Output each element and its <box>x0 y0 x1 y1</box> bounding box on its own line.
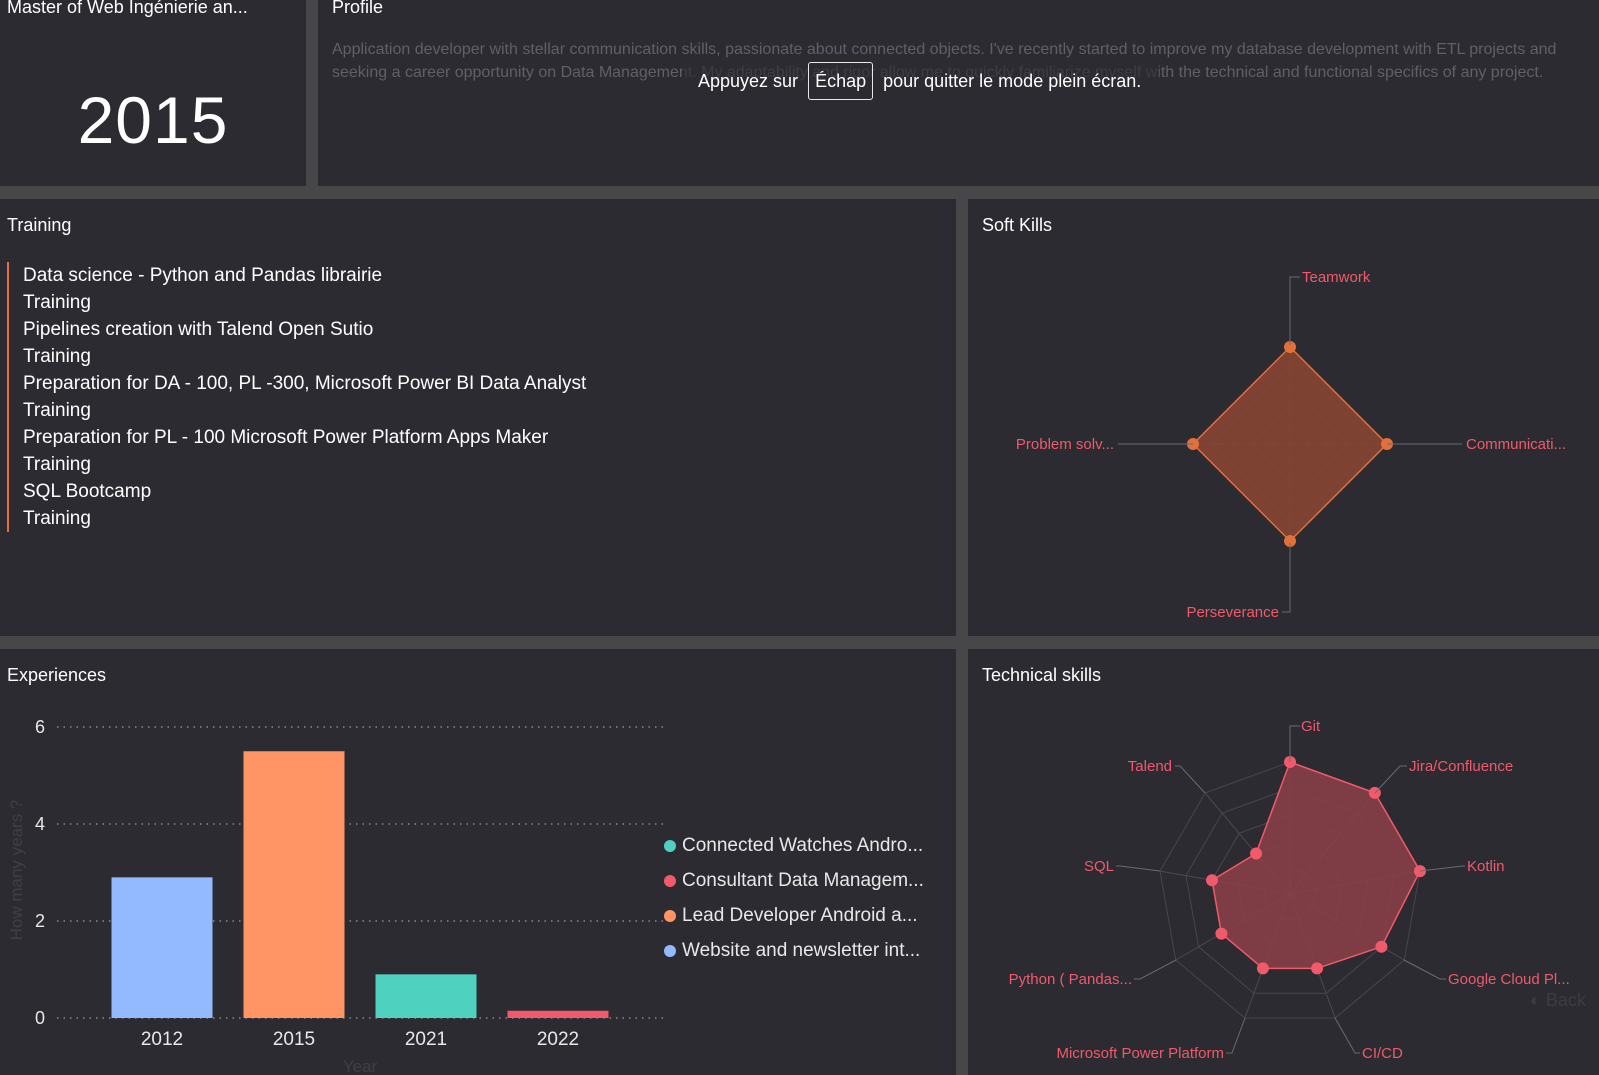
radar-label: Python ( Pandas... <box>1009 971 1132 988</box>
back-button[interactable]: ◐ Back <box>1530 990 1586 1010</box>
radar-point <box>1215 927 1228 940</box>
degree-year: 2015 <box>77 83 229 157</box>
training-item: Training <box>23 292 91 313</box>
radar-point <box>1284 341 1296 353</box>
radar-label: Teamwork <box>1302 269 1371 286</box>
legend-dot <box>664 839 676 852</box>
legend-dot <box>664 944 676 957</box>
radar-label: Communicati... <box>1466 436 1566 453</box>
technical-skills-title: Technical skills <box>982 665 1102 685</box>
legend-label: Connected Watches Andro... <box>682 834 924 856</box>
legend-label: Website and newsletter int... <box>682 939 921 961</box>
radar-label: Problem solv... <box>1016 436 1114 453</box>
legend-dot <box>664 874 676 887</box>
radar-label: Google Cloud Pl... <box>1448 971 1570 988</box>
radar-point <box>1375 940 1388 953</box>
training-item: Training <box>23 508 91 529</box>
radar-point <box>1311 962 1324 975</box>
training-title: Training <box>7 215 72 235</box>
radar-label: Kotlin <box>1467 858 1505 875</box>
legend-dot <box>664 909 676 922</box>
legend-item[interactable]: Connected Watches Andro... <box>664 828 924 863</box>
radar-point <box>1413 865 1426 878</box>
experiences-bar-chart: 0 2 4 6 2012 2015 2021 2022 How many years ? Year <box>7 717 664 1075</box>
radar-leader <box>1116 865 1161 872</box>
legend-item[interactable]: Website and newsletter int... <box>664 933 924 968</box>
y-axis-label: How many years ? <box>7 800 26 941</box>
toast-after: pour quitter le mode plein écran. <box>883 70 1142 91</box>
bar-2022 <box>507 1010 609 1018</box>
legend-label: Consultant Data Managem... <box>682 869 924 891</box>
experiences-title: Experiences <box>7 665 107 685</box>
x-tick-label: 2015 <box>273 1029 315 1050</box>
radar-label: Jira/Confluence <box>1409 758 1513 775</box>
radar-area <box>1211 761 1421 970</box>
training-item: Training <box>23 400 91 421</box>
radar-label: Git <box>1301 718 1321 735</box>
back-label: Back <box>1545 990 1586 1010</box>
experiences-legend: Connected Watches Andro... Consultant Dat… <box>664 828 924 968</box>
radar-leader <box>1282 543 1291 613</box>
bar-2021 <box>375 974 477 1018</box>
y-tick-label: 6 <box>35 717 45 737</box>
y-tick-label: 4 <box>35 814 45 834</box>
training-item: Pipelines creation with Talend Open Suti… <box>23 319 374 340</box>
y-tick-label: 0 <box>35 1008 45 1028</box>
radar-leader <box>1289 276 1300 345</box>
radar-label: SQL <box>1084 858 1114 875</box>
profile-title: Profile <box>332 0 384 17</box>
legend-item[interactable]: Lead Developer Android a... <box>664 898 924 933</box>
training-item: Training <box>23 346 91 367</box>
toast-before: Appuyez sur <box>698 70 799 91</box>
radar-area <box>1191 345 1389 543</box>
y-tick-label: 2 <box>35 911 45 931</box>
radar-leader <box>1334 1017 1360 1054</box>
training-item: Data science - Python and Pandas librair… <box>23 265 383 286</box>
bar-2015 <box>243 751 345 1018</box>
degree-card: Master of Web Ingénierie an... 2015 <box>0 0 306 186</box>
training-item: Training <box>23 454 91 475</box>
soft-skills-title: Soft Kills <box>982 215 1053 235</box>
profile-text: Application developer with stellar commu… <box>332 41 1557 81</box>
radar-point <box>1206 874 1219 887</box>
x-tick-label: 2021 <box>405 1029 447 1050</box>
radar-leader <box>1289 725 1300 762</box>
legend-item[interactable]: Consultant Data Managem... <box>664 863 924 898</box>
escape-key-hint[interactable]: Échap <box>808 62 874 100</box>
technical-skills-radar-chart: Git Jira/Confluence Kotlin Google Cloud Pl.… <box>1009 718 1570 1062</box>
radar-point <box>1250 847 1263 860</box>
x-tick-label: 2012 <box>141 1029 183 1050</box>
radar-label: CI/CD <box>1362 1045 1403 1062</box>
training-card: Training <box>0 199 956 636</box>
radar-leader <box>1419 865 1465 872</box>
radar-label: Talend <box>1128 758 1172 775</box>
degree-title: Master of Web Ingénierie an... <box>7 0 248 17</box>
radar-leader <box>1175 765 1206 794</box>
soft-skills-radar-chart: Teamwork Communicati... Perseverance Proble… <box>1016 269 1566 621</box>
training-item: SQL Bootcamp <box>23 481 152 502</box>
x-tick-label: 2022 <box>537 1029 579 1050</box>
fullscreen-toast: Appuyez sur Échap pour quitter le mode p… <box>682 60 1160 102</box>
training-item: Preparation for DA - 100, PL -300, Micro… <box>23 373 587 394</box>
radar-leader <box>1403 959 1446 980</box>
radar-point <box>1284 535 1296 547</box>
radar-leader <box>1226 1017 1246 1054</box>
training-item: Preparation for PL - 100 Microsoft Power… <box>23 427 549 448</box>
legend-label: Lead Developer Android a... <box>682 904 918 926</box>
radar-label: Microsoft Power Platform <box>1056 1045 1224 1062</box>
bar-2012 <box>111 877 213 1018</box>
radar-point <box>1256 962 1269 975</box>
radar-leader <box>1374 765 1407 794</box>
radar-leader <box>1134 959 1177 980</box>
x-axis-label: Year <box>343 1057 378 1075</box>
training-list: Data science - Python and Pandas librair… <box>7 262 586 532</box>
radar-label: Perseverance <box>1186 604 1279 621</box>
